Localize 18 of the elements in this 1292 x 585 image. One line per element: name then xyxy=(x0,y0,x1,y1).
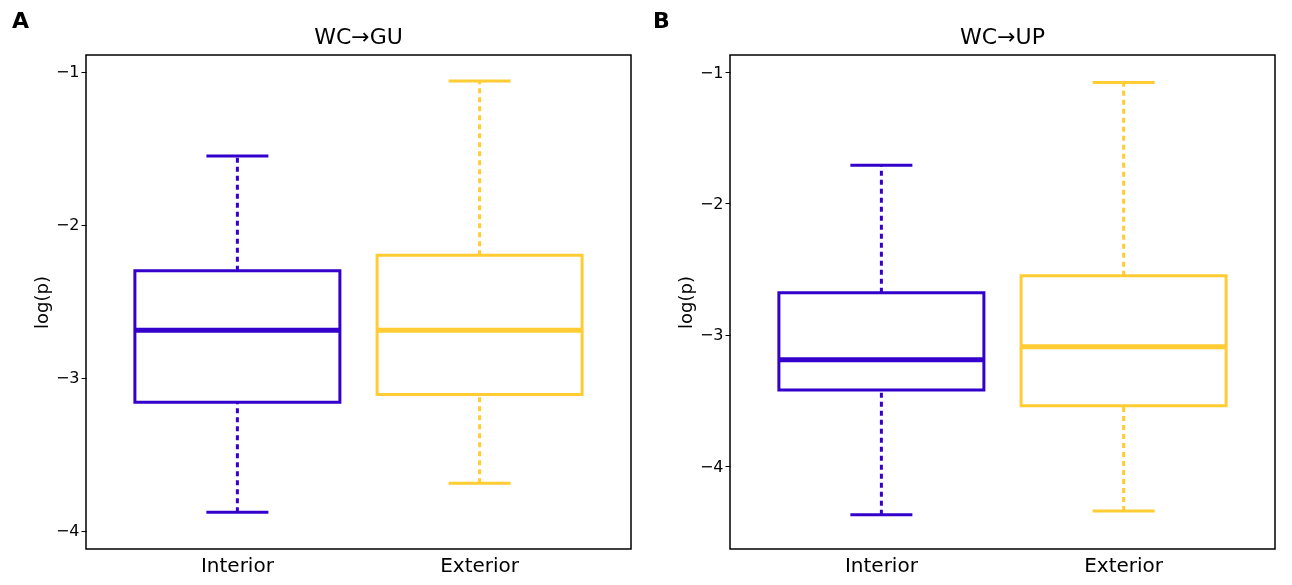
y-axis-title: log(p) xyxy=(30,276,52,329)
x-tick-label: Exterior xyxy=(1084,552,1164,577)
y-tick-label: −2 xyxy=(55,215,80,235)
y-tick-label: −2 xyxy=(699,193,724,213)
y-axis-title: log(p) xyxy=(674,276,696,329)
text: A xyxy=(12,8,30,33)
x-tick-label: Interior xyxy=(200,552,275,577)
x-tick-label: Interior xyxy=(844,552,919,577)
chart-title: WC→UP xyxy=(960,24,1045,49)
chart-title: WC→GU xyxy=(314,24,403,49)
y-tick-label: −4 xyxy=(55,521,80,541)
text: B xyxy=(653,8,670,33)
y-tick-label: −1 xyxy=(699,62,724,82)
x-tick-label: Exterior xyxy=(440,552,520,577)
y-tick-label: −4 xyxy=(699,456,724,476)
y-tick-label: −3 xyxy=(55,368,80,388)
y-tick-label: −1 xyxy=(55,62,80,82)
y-tick-label: −3 xyxy=(699,325,724,345)
